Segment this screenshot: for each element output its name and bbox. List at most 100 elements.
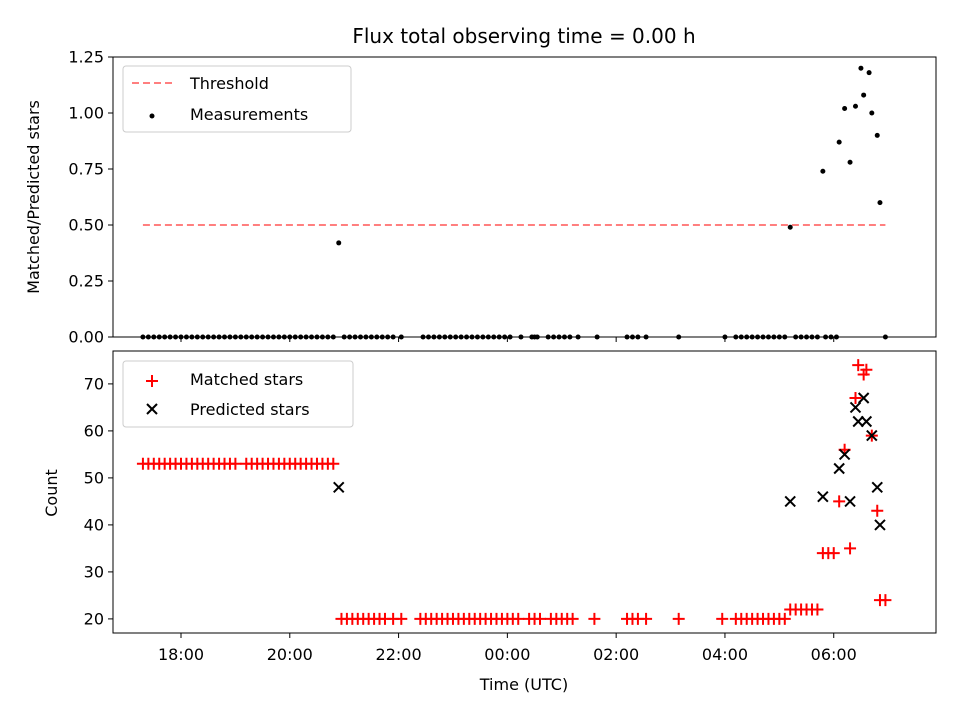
measurement-point: [281, 334, 287, 340]
measurement-point: [374, 334, 380, 340]
bottom-y-tick-label: 50: [84, 468, 104, 487]
measurement-point: [551, 334, 557, 340]
measurement-point: [368, 334, 374, 340]
measurement-point: [189, 334, 195, 340]
top-panel: Flux total observing time = 0.00 h 0.000…: [24, 24, 937, 347]
measurement-point: [298, 334, 304, 340]
measurement-point: [156, 334, 162, 340]
measurement-point: [379, 334, 385, 340]
measurement-point: [363, 334, 369, 340]
matched-legend-label: Matched stars: [190, 370, 303, 389]
measurement-point: [425, 334, 431, 340]
measurement-point: [809, 334, 815, 340]
predicted-star-marker: [817, 490, 829, 503]
measurement-point: [330, 334, 336, 340]
matched-star-marker: [588, 612, 601, 625]
measurement-points: [140, 65, 888, 340]
measurement-point: [442, 334, 448, 340]
measurement-point: [254, 334, 260, 340]
measurement-point: [325, 334, 331, 340]
measurement-point: [852, 103, 858, 109]
top-y-tick-label: 0.75: [68, 160, 104, 179]
predicted-star-marker: [849, 401, 862, 414]
bottom-x-tick-label: 02:00: [593, 645, 639, 664]
measurement-point: [556, 334, 562, 340]
measurement-point: [755, 334, 761, 340]
measurement-point: [485, 334, 491, 340]
measurement-point: [398, 334, 404, 340]
predicted-star-marker: [844, 495, 856, 508]
matched-stars-points: [136, 359, 892, 625]
bottom-y-axis: 20 30 40 50 60 70: [84, 374, 113, 628]
bottom-y-tick-label: 70: [84, 374, 104, 393]
measurement-point: [882, 334, 888, 340]
measurement-point: [502, 334, 508, 340]
predicted-star-marker: [833, 462, 845, 475]
matched-star-marker: [512, 612, 525, 625]
measurement-point: [436, 334, 442, 340]
measurement-point: [491, 334, 497, 340]
measurement-point: [828, 334, 834, 340]
measurement-point: [798, 334, 804, 340]
measurement-point: [276, 334, 282, 340]
measurement-point: [357, 334, 363, 340]
predicted-star-marker: [333, 481, 345, 494]
measurement-point: [309, 334, 315, 340]
chart-title: Flux total observing time = 0.00 h: [352, 24, 695, 48]
top-y-tick-label: 0.50: [68, 216, 104, 235]
measurement-point: [643, 334, 649, 340]
predicted-star-marker: [838, 448, 851, 461]
measurement-point: [793, 334, 799, 340]
measurement-point: [287, 334, 293, 340]
measurement-point: [145, 334, 151, 340]
bottom-x-tick-label: 00:00: [484, 645, 530, 664]
predicted-star-marker: [784, 495, 796, 508]
measurement-point: [635, 334, 641, 340]
matched-star-marker: [849, 392, 862, 404]
measurement-point: [858, 65, 864, 71]
measurement-point: [722, 334, 728, 340]
measurement-point: [431, 334, 437, 340]
measurement-point: [453, 334, 459, 340]
measurement-point: [575, 334, 581, 340]
bottom-legend: Matched stars Predicted stars: [122, 360, 354, 428]
measurement-point: [771, 334, 777, 340]
bottom-plot-area: [112, 350, 937, 634]
measurement-point: [866, 70, 872, 76]
top-y-axis-label: Matched/Predicted stars: [24, 100, 43, 294]
measurement-point: [545, 334, 551, 340]
measurement-point: [205, 334, 211, 340]
measurement-point: [861, 92, 867, 98]
matched-star-marker: [811, 603, 824, 616]
predicted-star-marker: [860, 415, 873, 428]
measurement-point: [842, 106, 848, 112]
bottom-x-tick-label: 04:00: [702, 645, 748, 664]
matched-star-marker: [778, 612, 791, 625]
measurement-point: [336, 240, 342, 246]
top-y-tick-label: 1.00: [68, 104, 104, 123]
measurement-point: [319, 334, 325, 340]
measurement-point: [624, 334, 630, 340]
matched-legend-swatch: [146, 375, 158, 387]
bottom-panel: 20 30 40 50 60 70 18:00 20:00 22:00 00:00 02:00 04…: [42, 350, 937, 694]
predicted-star-marker: [852, 415, 864, 428]
measurement-point: [738, 334, 744, 340]
measurement-point: [178, 334, 184, 340]
bottom-y-tick-label: 60: [84, 421, 104, 440]
matched-star-marker: [534, 612, 547, 625]
measurement-point: [162, 334, 168, 340]
measurement-point: [385, 334, 391, 340]
measurement-point: [140, 334, 146, 340]
measurement-point: [314, 334, 320, 340]
bottom-y-axis-label: Count: [42, 469, 61, 517]
matched-star-marker: [716, 612, 729, 625]
measurement-point: [292, 334, 298, 340]
measurement-point: [347, 334, 353, 340]
measurement-point: [173, 334, 179, 340]
measurement-point: [744, 334, 750, 340]
matched-star-marker: [871, 504, 884, 517]
measurement-point: [222, 334, 228, 340]
measurement-point: [200, 334, 206, 340]
measurements-legend-swatch: [149, 113, 155, 119]
